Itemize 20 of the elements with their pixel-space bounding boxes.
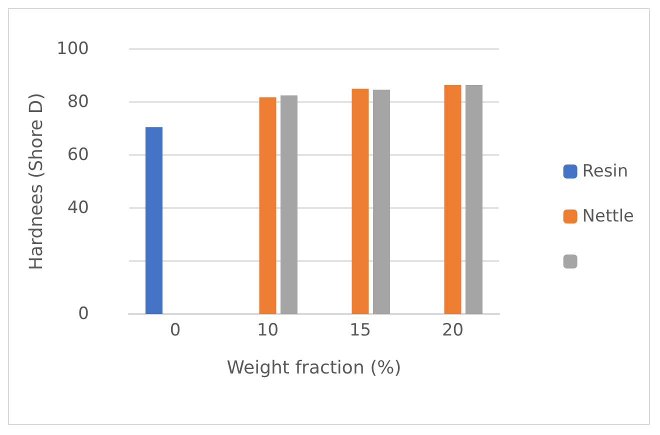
bar xyxy=(352,88,369,314)
y-tick-label: 100 xyxy=(56,39,89,59)
y-tick-label: 40 xyxy=(67,198,89,218)
x-tick-label: 10 xyxy=(256,320,279,340)
bar xyxy=(280,95,298,314)
bar xyxy=(373,90,390,314)
bar xyxy=(444,85,462,314)
x-tick-label: 15 xyxy=(349,320,372,340)
x-tick-label: 20 xyxy=(442,320,464,340)
bar xyxy=(146,127,162,314)
y-tick-label: 60 xyxy=(67,145,89,165)
legend-label: Resin xyxy=(582,162,628,182)
bar xyxy=(259,97,276,314)
x-tick-label: 0 xyxy=(170,320,181,340)
bar xyxy=(466,85,482,314)
x-axis-title: Weight fraction (%) xyxy=(226,358,402,378)
y-tick-label: 0 xyxy=(78,304,89,324)
legend-label: Nettle xyxy=(582,206,634,226)
y-tick-label: 80 xyxy=(67,92,89,112)
y-axis-title: Hardnees (Shore D) xyxy=(26,92,48,270)
